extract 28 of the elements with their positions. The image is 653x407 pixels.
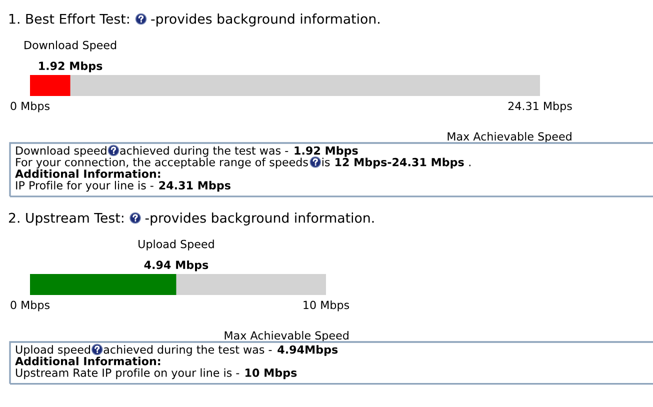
y-tick-label: Upload Speed xyxy=(138,240,214,250)
text: Download speed xyxy=(16,146,106,157)
text: achieved during the test was - xyxy=(104,345,272,356)
text: achieved during the test was - xyxy=(120,146,288,157)
text: Additional Information: xyxy=(15,356,160,366)
x-tick-label: 0 Mbps xyxy=(10,300,50,312)
text: IP Profile for your line is - xyxy=(16,180,154,192)
text: Upload speed xyxy=(16,345,90,356)
text: 24.31 Mbps xyxy=(159,180,230,192)
text: 4.94Mbps xyxy=(278,345,338,356)
text: Upstream Rate IP profile on your line is - xyxy=(16,368,240,380)
text: 1.92 Mbps xyxy=(294,146,358,157)
text: Additional Information: xyxy=(15,169,160,178)
chart-subtitle: -provides background information. xyxy=(145,212,374,226)
y-tick-label: Download Speed xyxy=(24,40,116,52)
x-tick-label: 0 Mbps xyxy=(10,102,50,112)
text: 12 Mbps-24.31 Mbps xyxy=(336,158,464,168)
chart-title: 1. Best Effort Test: xyxy=(9,14,129,24)
text: . xyxy=(469,164,470,166)
chart-title: 2. Upstream Test: xyxy=(8,212,124,226)
x-axis-title: Max Achievable Speed xyxy=(224,331,348,342)
text: 10 Mbps xyxy=(246,368,297,380)
chart-subtitle: -provides background information. xyxy=(151,14,380,26)
text: For your connection, the acceptable range of speeds xyxy=(16,158,308,168)
text: is xyxy=(322,158,330,166)
data-label: 4.94 Mbps xyxy=(144,260,208,272)
data-label: 1.92 Mbps xyxy=(39,61,102,72)
x-axis-title: Max Achievable Speed xyxy=(448,132,572,143)
